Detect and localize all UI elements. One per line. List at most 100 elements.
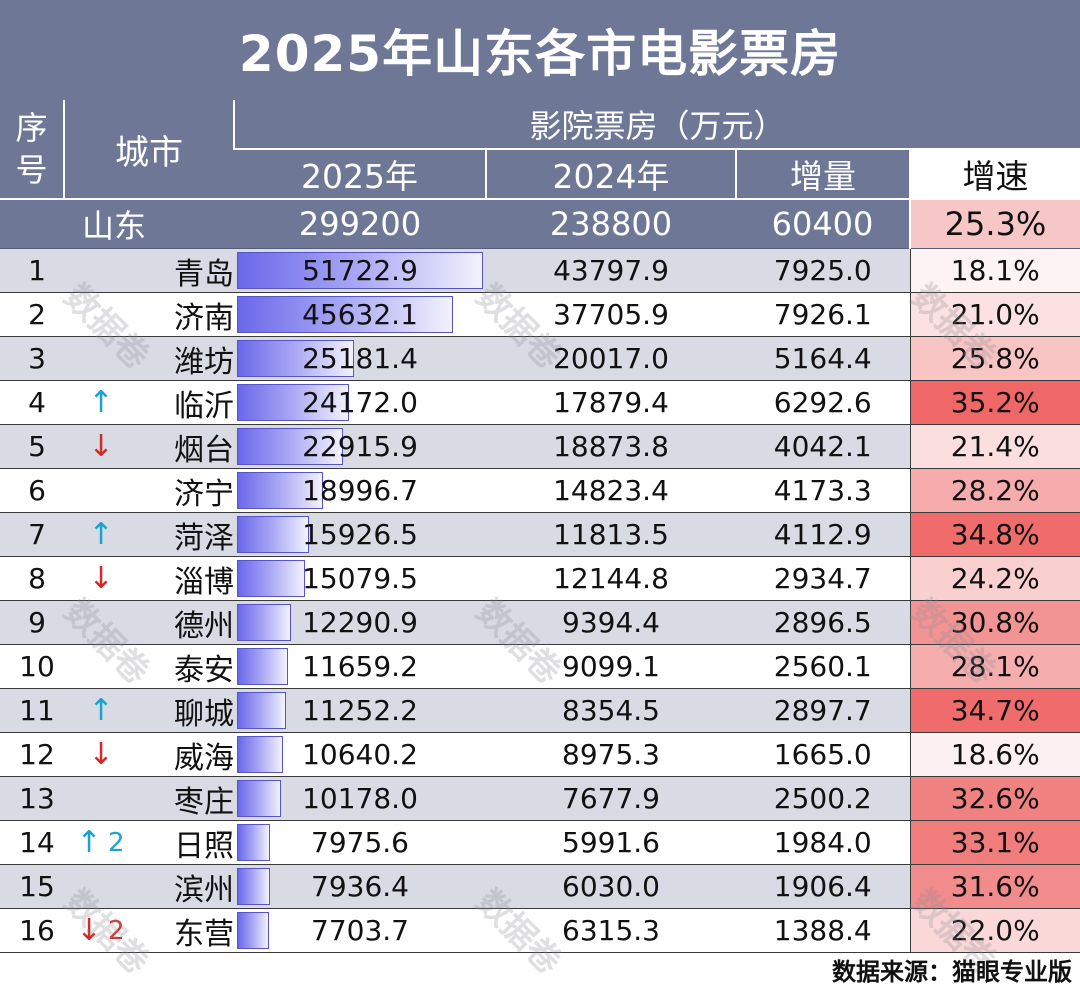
box-office-2025-cell: 22915.9 bbox=[234, 424, 486, 469]
box-office-2024-value: 20017.0 bbox=[486, 336, 736, 381]
box-office-2025-cell: 15926.5 bbox=[234, 512, 486, 557]
header-rank-label: 序号 bbox=[15, 109, 48, 189]
growth-rate-value: 28.1% bbox=[909, 644, 1080, 689]
rank-number: 14 bbox=[19, 826, 55, 859]
data-bar bbox=[237, 340, 354, 377]
rank-number: 15 bbox=[19, 870, 55, 903]
increase-value: 7926.1 bbox=[736, 292, 910, 337]
increase-value: 1906.4 bbox=[736, 864, 910, 909]
total-name: 山东 bbox=[0, 199, 234, 249]
rank-number: 12 bbox=[19, 738, 55, 771]
box-office-2025-cell: 45632.1 bbox=[234, 292, 486, 337]
box-office-2025-cell: 12290.9 bbox=[234, 600, 486, 645]
data-bar bbox=[237, 824, 270, 861]
increase-value: 4112.9 bbox=[736, 512, 910, 557]
city-cell: 德州 bbox=[64, 600, 234, 645]
city-cell: ↓ 2 东营 bbox=[64, 908, 234, 953]
rank-number: 11 bbox=[19, 694, 55, 727]
box-office-2024-value: 9099.1 bbox=[486, 644, 736, 689]
box-office-2025-value: 7936.4 bbox=[311, 870, 409, 903]
rank-down-arrow-icon: ↓ bbox=[88, 737, 114, 772]
data-bar bbox=[237, 692, 286, 729]
growth-rate-value: 34.7% bbox=[909, 688, 1080, 733]
rank-cell: 12 bbox=[0, 732, 64, 777]
rank-cell: 9 bbox=[0, 600, 64, 645]
city-cell: 济宁 bbox=[64, 468, 234, 513]
box-office-2025-cell: 18996.7 bbox=[234, 468, 486, 513]
rank-cell: 1 bbox=[0, 248, 64, 293]
box-office-2025-value: 45632.1 bbox=[302, 298, 418, 331]
increase-value: 1388.4 bbox=[736, 908, 910, 953]
city-name: 济宁 bbox=[174, 476, 234, 512]
table-row: 2 济南 45632.1 37705.9 7926.1 21.0% bbox=[0, 292, 1080, 337]
increase-value: 2500.2 bbox=[736, 776, 910, 821]
rank-up-arrow-icon: ↑ bbox=[88, 517, 114, 552]
rank-number: 6 bbox=[28, 474, 46, 507]
box-office-2025-cell: 24172.0 bbox=[234, 380, 486, 425]
header-2024: 2024年 bbox=[485, 149, 736, 200]
city-cell: 青岛 bbox=[64, 248, 234, 293]
data-bar bbox=[237, 736, 283, 773]
increase-value: 5164.4 bbox=[736, 336, 910, 381]
header-city: 城市 bbox=[63, 100, 234, 200]
city-name: 烟台 bbox=[174, 432, 234, 468]
box-office-2024-value: 11813.5 bbox=[486, 512, 736, 557]
rank-change-amount: 2 bbox=[108, 827, 125, 858]
data-bar bbox=[237, 560, 305, 597]
city-cell: 济南 bbox=[64, 292, 234, 337]
growth-rate-value: 18.6% bbox=[909, 732, 1080, 777]
increase-value: 2896.5 bbox=[736, 600, 910, 645]
box-office-2024-value: 8354.5 bbox=[486, 688, 736, 733]
box-office-2025-cell: 10640.2 bbox=[234, 732, 486, 777]
table-row: 8 ↓ 淄博 15079.5 12144.8 2934.7 24.2% bbox=[0, 556, 1080, 601]
data-bar bbox=[237, 252, 483, 289]
box-office-2025-cell: 7975.6 bbox=[234, 820, 486, 865]
rank-number: 9 bbox=[28, 606, 46, 639]
table-row: 7 ↑ 菏泽 15926.5 11813.5 4112.9 34.8% bbox=[0, 512, 1080, 557]
total-2024: 238800 bbox=[486, 199, 736, 249]
growth-rate-value: 35.2% bbox=[909, 380, 1080, 425]
city-cell: ↓ 威海 bbox=[64, 732, 234, 777]
rank-cell: 10 bbox=[0, 644, 64, 689]
growth-rate-value: 21.4% bbox=[909, 424, 1080, 469]
box-office-2025-cell: 7936.4 bbox=[234, 864, 486, 909]
box-office-2024-value: 17879.4 bbox=[486, 380, 736, 425]
box-office-2025-cell: 11659.2 bbox=[234, 644, 486, 689]
table-row: 13 枣庄 10178.0 7677.9 2500.2 32.6% bbox=[0, 776, 1080, 821]
data-bar bbox=[237, 648, 288, 685]
rank-cell: 4 bbox=[0, 380, 64, 425]
box-office-2024-value: 12144.8 bbox=[486, 556, 736, 601]
box-office-2025-value: 7975.6 bbox=[311, 826, 409, 859]
rank-up-arrow-icon: ↑ bbox=[76, 825, 102, 860]
increase-value: 1665.0 bbox=[736, 732, 910, 777]
increase-value: 6292.6 bbox=[736, 380, 910, 425]
city-cell: ↑ 临沂 bbox=[64, 380, 234, 425]
city-cell: ↓ 淄博 bbox=[64, 556, 234, 601]
rank-cell: 2 bbox=[0, 292, 64, 337]
city-cell: ↑ 2 日照 bbox=[64, 820, 234, 865]
page-title: 2025年山东各市电影票房 bbox=[0, 0, 1080, 100]
growth-rate-value: 31.6% bbox=[909, 864, 1080, 909]
box-office-table: 序号 城市 影院票房（万元） 2025年 2024年 增量 增速 山东 2992… bbox=[0, 100, 1080, 953]
increase-value: 4042.1 bbox=[736, 424, 910, 469]
box-office-2025-value: 11252.2 bbox=[302, 694, 418, 727]
increase-value: 2897.7 bbox=[736, 688, 910, 733]
box-office-2024-value: 43797.9 bbox=[486, 248, 736, 293]
box-office-2025-value: 10640.2 bbox=[302, 738, 418, 771]
box-office-2025-value: 18996.7 bbox=[302, 474, 418, 507]
increase-value: 1984.0 bbox=[736, 820, 910, 865]
box-office-2025-cell: 51722.9 bbox=[234, 248, 486, 293]
growth-rate-value: 34.8% bbox=[909, 512, 1080, 557]
box-office-2024-value: 6315.3 bbox=[486, 908, 736, 953]
box-office-2025-cell: 25181.4 bbox=[234, 336, 486, 381]
city-cell: 泰安 bbox=[64, 644, 234, 689]
data-bar bbox=[237, 428, 343, 465]
rank-cell: 15 bbox=[0, 864, 64, 909]
increase-value: 4173.3 bbox=[736, 468, 910, 513]
box-office-2025-value: 12290.9 bbox=[302, 606, 418, 639]
box-office-2024-value: 6030.0 bbox=[486, 864, 736, 909]
box-office-2025-value: 15079.5 bbox=[302, 562, 418, 595]
data-bar bbox=[237, 604, 291, 641]
rank-number: 5 bbox=[28, 430, 46, 463]
growth-rate-value: 32.6% bbox=[909, 776, 1080, 821]
